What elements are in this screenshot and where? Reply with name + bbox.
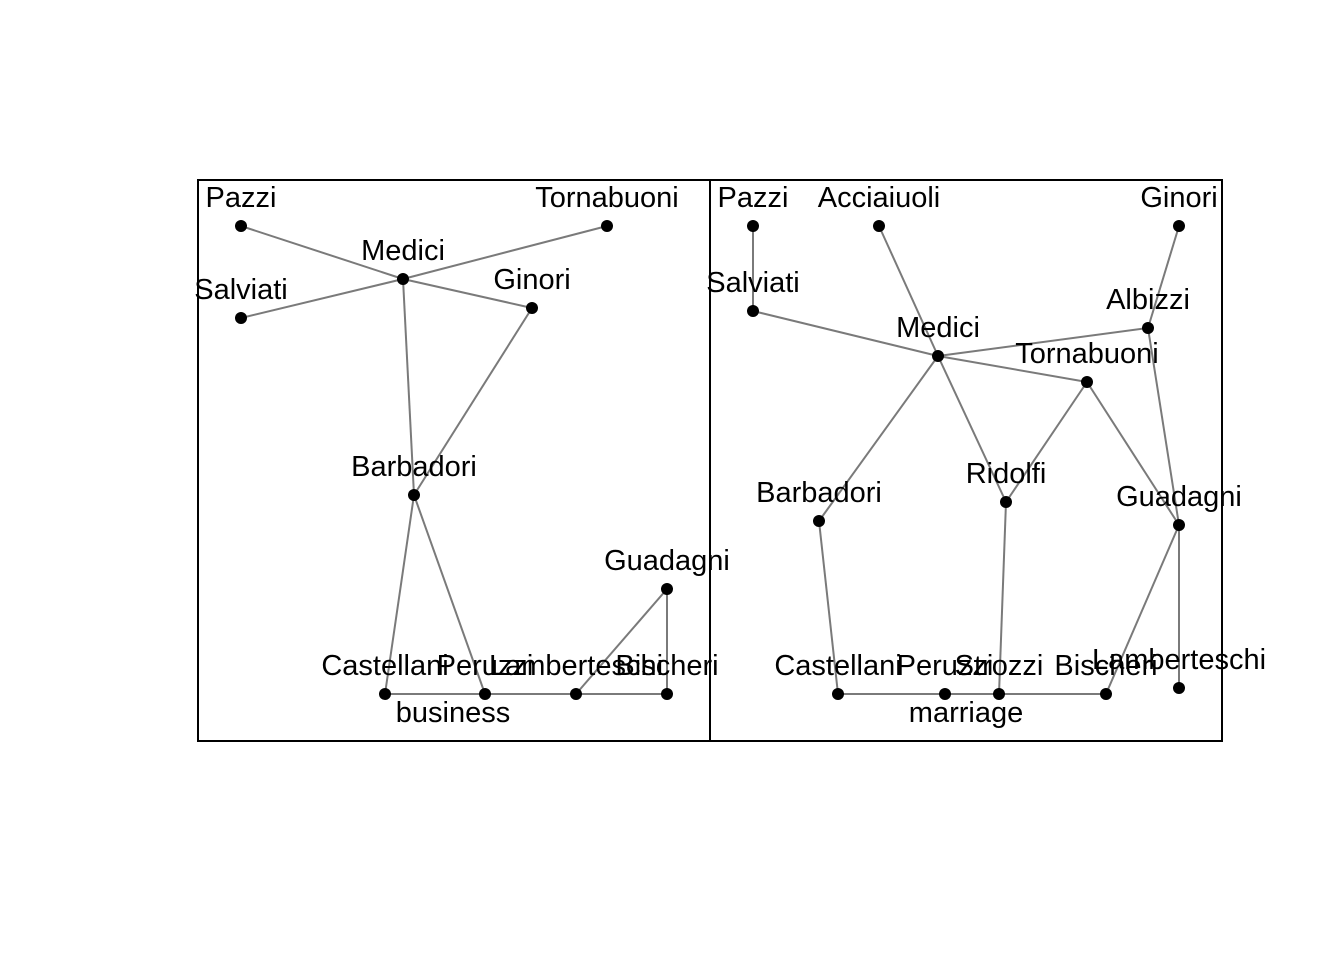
marriage-label-ginori: Ginori	[1140, 182, 1217, 214]
marriage-label-barbadori: Barbadori	[756, 477, 882, 509]
marriage-nodes: Pazzi Acciaiuoli Ginori Salviati Albizzi Medi…	[706, 182, 1266, 700]
business-label-guadagni: Guadagni	[604, 545, 730, 577]
business-label-peruzzi: Peruzzi	[437, 650, 534, 682]
marriage-edge-ridolfi-strozzi	[998, 501, 1007, 695]
marriage-edge-barbadori-castellani	[818, 520, 839, 695]
business-edge-guadagni-lamberteschi	[575, 588, 668, 695]
marriage-node-pazzi	[747, 220, 759, 232]
marriage-node-strozzi	[993, 688, 1005, 700]
marriage-node-castellani	[832, 688, 844, 700]
marriage-edge-tornabuoni-guadagni	[1086, 381, 1180, 526]
marriage-node-peruzzi	[939, 688, 951, 700]
marriage-panel: Pazzi Acciaiuoli Ginori Salviati Albizzi Medi…	[706, 179, 1266, 742]
marriage-label-strozzi: Strozzi	[955, 650, 1044, 682]
business-edge-ginori-medici	[402, 278, 533, 309]
business-node-salviati	[235, 312, 247, 324]
marriage-edge-albizzi-medici	[937, 327, 1149, 357]
business-panel-title: business	[396, 697, 510, 729]
business-node-medici	[397, 273, 409, 285]
business-edge-ginori-barbadori	[413, 307, 533, 496]
business-label-bischeri: Bischeri	[615, 650, 718, 682]
business-edge-medici-barbadori	[402, 278, 415, 496]
marriage-label-acciaiuoli: Acciaiuoli	[818, 182, 941, 214]
marriage-edge-salviati-medici	[752, 310, 939, 357]
marriage-label-tornabuoni: Tornabuoni	[1015, 338, 1159, 370]
marriage-label-medici: Medici	[896, 312, 980, 344]
marriage-label-peruzzi: Peruzzi	[897, 650, 994, 682]
business-node-guadagni	[661, 583, 673, 595]
business-node-pazzi	[235, 220, 247, 232]
marriage-node-lamberteschi	[1173, 682, 1185, 694]
business-label-barbadori: Barbadori	[351, 451, 477, 483]
marriage-node-barbadori	[813, 515, 825, 527]
business-edge-tornabuoni-medici	[402, 225, 608, 280]
business-node-tornabuoni	[601, 220, 613, 232]
marriage-node-bischeri	[1100, 688, 1112, 700]
marriage-node-albizzi	[1142, 322, 1154, 334]
marriage-node-medici	[932, 350, 944, 362]
business-node-bischeri	[661, 688, 673, 700]
business-edge-pazzi-medici	[240, 225, 404, 280]
business-label-ginori: Ginori	[493, 264, 570, 296]
marriage-node-guadagni	[1173, 519, 1185, 531]
marriage-edge-medici-ridolfi	[937, 355, 1007, 503]
marriage-edge-albizzi-guadagni	[1147, 327, 1180, 526]
marriage-edge-acciaiuoli-medici	[878, 225, 939, 357]
marriage-label-castellani: Castellani	[774, 650, 901, 682]
marriage-label-albizzi: Albizzi	[1106, 284, 1190, 316]
marriage-node-tornabuoni	[1081, 376, 1093, 388]
business-label-castellani: Castellani	[321, 650, 448, 682]
business-label-tornabuoni: Tornabuoni	[535, 182, 679, 214]
business-node-peruzzi	[479, 688, 491, 700]
marriage-panel-title: marriage	[909, 697, 1023, 729]
business-edge-salviati-medici	[240, 278, 404, 319]
business-edge-barbadori-peruzzi	[413, 494, 486, 695]
marriage-label-pazzi: Pazzi	[718, 182, 789, 214]
marriage-edge-bischeri-guadagni	[1105, 524, 1180, 695]
marriage-node-salviati	[747, 305, 759, 317]
business-nodes: Pazzi Tornabuoni Medici Salviati Ginori Barba…	[194, 182, 730, 700]
marriage-node-ginori	[1173, 220, 1185, 232]
marriage-edge-ginori-albizzi	[1147, 225, 1180, 329]
marriage-edges	[752, 225, 1180, 695]
marriage-node-ridolfi	[1000, 496, 1012, 508]
business-edge-barbadori-castellani	[384, 494, 415, 695]
marriage-label-lamberteschi: Lamberteschi	[1092, 644, 1266, 676]
business-label-medici: Medici	[361, 235, 445, 267]
business-label-salviati: Salviati	[194, 274, 288, 306]
marriage-edge-tornabuoni-ridolfi	[1005, 381, 1088, 503]
marriage-label-salviati: Salviati	[706, 267, 800, 299]
business-node-lamberteschi	[570, 688, 582, 700]
business-node-castellani	[379, 688, 391, 700]
marriage-edge-medici-barbadori	[818, 355, 939, 522]
business-edges	[240, 225, 668, 695]
business-node-barbadori	[408, 489, 420, 501]
business-node-ginori	[526, 302, 538, 314]
marriage-panel-frame	[709, 179, 1223, 742]
marriage-label-ridolfi: Ridolfi	[966, 458, 1047, 490]
marriage-label-guadagni: Guadagni	[1116, 481, 1242, 513]
business-label-lamberteschi: Lamberteschi	[489, 650, 663, 682]
business-panel: Pazzi Tornabuoni Medici Salviati Ginori Barba…	[194, 179, 730, 742]
marriage-node-acciaiuoli	[873, 220, 885, 232]
business-label-pazzi: Pazzi	[206, 182, 277, 214]
marriage-edge-medici-tornabuoni	[937, 355, 1088, 383]
marriage-label-bischeri: Bischeri	[1054, 650, 1157, 682]
